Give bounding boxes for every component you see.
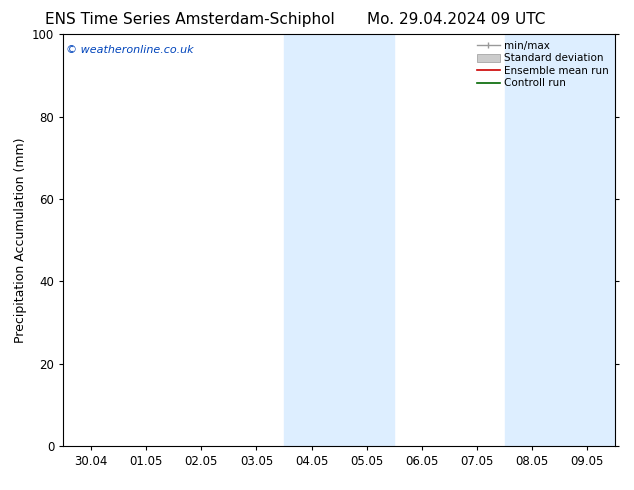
Bar (284, 34, 394, 446)
Legend: min/max, Standard deviation, Ensemble mean run, Controll run: min/max, Standard deviation, Ensemble me… (473, 36, 613, 93)
Text: © weatheronline.co.uk: © weatheronline.co.uk (66, 45, 194, 54)
Text: Mo. 29.04.2024 09 UTC: Mo. 29.04.2024 09 UTC (367, 12, 546, 27)
Bar (505, 34, 615, 446)
Y-axis label: Precipitation Accumulation (mm): Precipitation Accumulation (mm) (13, 137, 27, 343)
Text: ENS Time Series Amsterdam-Schiphol: ENS Time Series Amsterdam-Schiphol (45, 12, 335, 27)
